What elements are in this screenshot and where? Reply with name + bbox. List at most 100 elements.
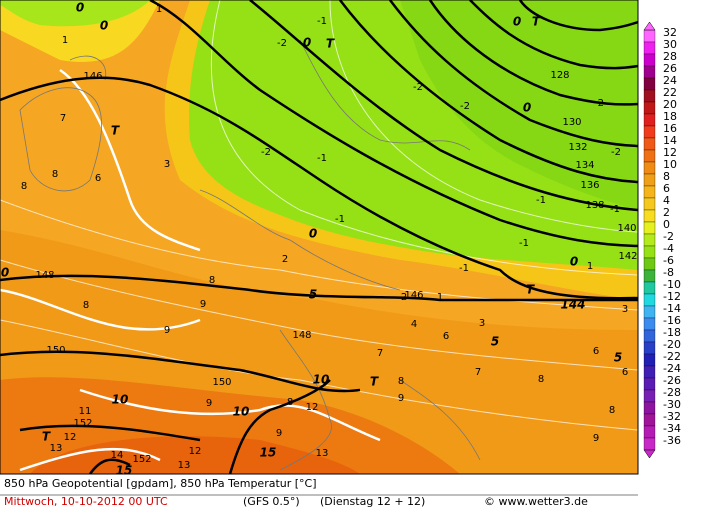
scale-label: -14 xyxy=(663,302,681,315)
color-scale: 32302826242220181614121086420-2-4-6-8-10… xyxy=(643,21,681,459)
map-label: 7 xyxy=(377,348,383,359)
color-swatch xyxy=(643,209,656,223)
map-label: T xyxy=(42,430,51,444)
color-swatch xyxy=(643,185,656,199)
map-label: 6 xyxy=(95,173,101,184)
map-label: 0 xyxy=(100,19,108,33)
map-label: 10 xyxy=(233,405,250,419)
color-swatch xyxy=(643,413,656,427)
scale-label: -32 xyxy=(663,410,681,423)
map-label: 9 xyxy=(164,325,170,336)
color-swatch xyxy=(643,257,656,271)
map-label: 10 xyxy=(112,393,129,407)
color-swatch xyxy=(643,125,656,139)
map-label: T xyxy=(111,124,120,138)
map-label: 8 xyxy=(398,376,404,387)
map-label: 14 xyxy=(111,450,124,461)
scale-label: -36 xyxy=(663,434,681,447)
scale-label: 16 xyxy=(663,122,677,135)
scale-label: 22 xyxy=(663,86,677,99)
run: (Dienstag 12 + 12) xyxy=(320,495,425,508)
green-core xyxy=(400,0,638,210)
map-label: 2 xyxy=(282,254,288,265)
map-label: 130 xyxy=(562,117,581,128)
color-swatch xyxy=(643,425,656,439)
map-label: 8 xyxy=(609,405,615,416)
hot-core xyxy=(30,436,360,474)
map-label: -1 xyxy=(536,195,546,206)
map-label: 140 xyxy=(617,223,636,234)
map-label: 146 xyxy=(404,290,423,301)
map-label: 10 xyxy=(313,373,330,387)
map-label: 15 xyxy=(260,446,277,460)
map-label: 9 xyxy=(398,393,404,404)
scale-label: -16 xyxy=(663,314,681,327)
map-label: 0 xyxy=(513,15,521,29)
map-label: 12 xyxy=(306,402,319,413)
scale-label: 4 xyxy=(663,194,670,207)
color-swatch xyxy=(643,65,656,79)
map-label: -2 xyxy=(460,101,470,112)
scale-label: -30 xyxy=(663,398,681,411)
color-swatch xyxy=(643,281,656,295)
map-label: 9 xyxy=(206,398,212,409)
map-label: 8 xyxy=(52,169,58,180)
color-swatch xyxy=(643,341,656,355)
coastlines xyxy=(19,39,481,471)
map-label: 128 xyxy=(550,70,569,81)
map-label: 3 xyxy=(622,304,628,315)
map-label: 144 xyxy=(560,298,585,312)
color-swatch xyxy=(643,437,656,451)
color-swatch xyxy=(643,101,656,115)
scale-arrow-bottom xyxy=(643,449,656,459)
map-label: 136 xyxy=(580,180,599,191)
color-swatch xyxy=(643,173,656,187)
map-label: 142 xyxy=(618,251,637,262)
color-swatch xyxy=(643,221,656,235)
map-label: 12 xyxy=(189,446,202,457)
scale-label: -4 xyxy=(663,242,674,255)
color-swatch xyxy=(643,161,656,175)
map-label: 148 xyxy=(292,330,311,341)
map-label: 148 xyxy=(35,270,54,281)
map-label: 6 xyxy=(622,367,628,378)
map-label: 15 xyxy=(116,464,133,478)
map-label: 13 xyxy=(50,443,63,454)
color-swatch xyxy=(643,365,656,379)
bold-isotherms xyxy=(0,68,381,472)
credit: © www.wetter3.de xyxy=(484,495,588,508)
map-label: 0 xyxy=(570,255,578,269)
map-frame xyxy=(0,0,639,475)
map-label: -1 xyxy=(317,16,327,27)
map-label: 0 xyxy=(523,101,531,115)
map-label: 0 xyxy=(76,1,84,15)
scale-label: 20 xyxy=(663,98,677,111)
scale-label: -18 xyxy=(663,326,681,339)
map-label: 5 xyxy=(614,351,622,365)
map-label: 6 xyxy=(593,346,599,357)
map-label: 0 xyxy=(309,227,317,241)
model: (GFS 0.5°) xyxy=(243,495,300,508)
map-label: 13 xyxy=(178,460,191,471)
caption: 850 hPa Geopotential [gpdam], 850 hPa Te… xyxy=(4,477,317,490)
color-swatch xyxy=(643,149,656,163)
color-swatch xyxy=(643,233,656,247)
map-label: -2 xyxy=(413,82,423,93)
color-swatch xyxy=(643,293,656,307)
map-label: 132 xyxy=(568,142,587,153)
map-label: 134 xyxy=(575,160,594,171)
map-label: 9 xyxy=(200,299,206,310)
map-label: -1 xyxy=(610,204,620,215)
scale-label: -2 xyxy=(663,230,674,243)
map-label: 3 xyxy=(164,159,170,170)
scale-label: 0 xyxy=(663,218,670,231)
map-label: 8 xyxy=(83,300,89,311)
map-label: 0 xyxy=(303,36,311,50)
map-label: -2 xyxy=(611,147,621,158)
map-label: -1 xyxy=(459,263,469,274)
map-label: 0 xyxy=(1,266,9,280)
map-label: 1 xyxy=(156,4,162,15)
